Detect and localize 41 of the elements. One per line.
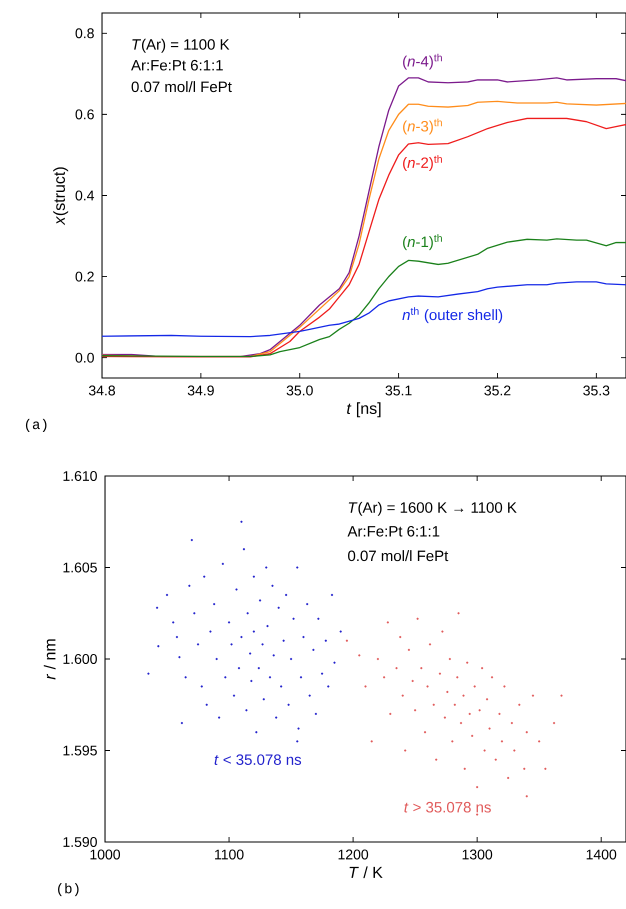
series-label: (n-2)$^{th}$ xyxy=(403,155,442,172)
y-tick-label: 0.6 xyxy=(76,109,94,120)
x-tick-label: 34.8 xyxy=(88,386,116,396)
y-tick-label: 1.600 xyxy=(64,654,97,664)
x-axis-title: T / K xyxy=(350,866,383,878)
series-label: t > 35.078 ns xyxy=(404,802,491,813)
y-axis-title: x(struct) xyxy=(53,167,68,226)
x-tick-label: 1200 xyxy=(338,850,368,860)
x-tick-label: 34.9 xyxy=(188,386,214,396)
series-label: (n-1)$^{th}$ xyxy=(403,234,442,250)
x-tick-label: 35.3 xyxy=(583,386,610,396)
y-tick-label: 1.595 xyxy=(64,746,97,756)
x-tick-label: 35.2 xyxy=(484,386,510,396)
y-tick-label: 1.610 xyxy=(64,471,97,481)
y-tick-label: 0.0 xyxy=(76,352,94,363)
annotation: 0.07 mol/l FePt xyxy=(132,81,232,92)
series-label: n$^{th}$ (outer shell) xyxy=(402,307,502,324)
x-tick-label: 35.1 xyxy=(386,386,412,396)
line-series xyxy=(101,281,626,338)
x-tick-label: 1000 xyxy=(90,850,120,860)
annotation: Ar:Fe:Pt 6:1:1 xyxy=(347,526,440,537)
y-tick-label: 0.8 xyxy=(76,28,94,38)
x-tick-label: 1400 xyxy=(586,850,616,860)
y-tick-label: 0.2 xyxy=(76,272,94,282)
annotation: Ar:Fe:Pt 6:1:1 xyxy=(131,60,223,71)
annotation: T(Ar) = 1600 K → 1100 K xyxy=(348,502,517,516)
series-label: (n-3)$^{th}$ xyxy=(403,118,442,135)
x-tick-label: 1100 xyxy=(215,850,244,860)
x-axis-title: t [ns] xyxy=(347,402,380,418)
text: (b) xyxy=(58,883,79,896)
y-axis-title: r / nm xyxy=(44,639,56,680)
annotation: T(Ar) = 1100 K xyxy=(132,38,230,53)
series-label: (n-4)$^{th}$ xyxy=(403,54,442,70)
y-tick-label: 1.605 xyxy=(64,562,97,572)
text: (a) xyxy=(26,418,46,432)
series-label: t < 35.078 ns xyxy=(214,754,302,765)
annotation: 0.07 mol/l FePt xyxy=(348,550,448,562)
x-tick-label: 1300 xyxy=(462,850,492,860)
x-tick-label: 35.0 xyxy=(286,386,313,396)
y-tick-label: 1.590 xyxy=(64,837,97,847)
y-tick-label: 0.4 xyxy=(76,190,94,200)
